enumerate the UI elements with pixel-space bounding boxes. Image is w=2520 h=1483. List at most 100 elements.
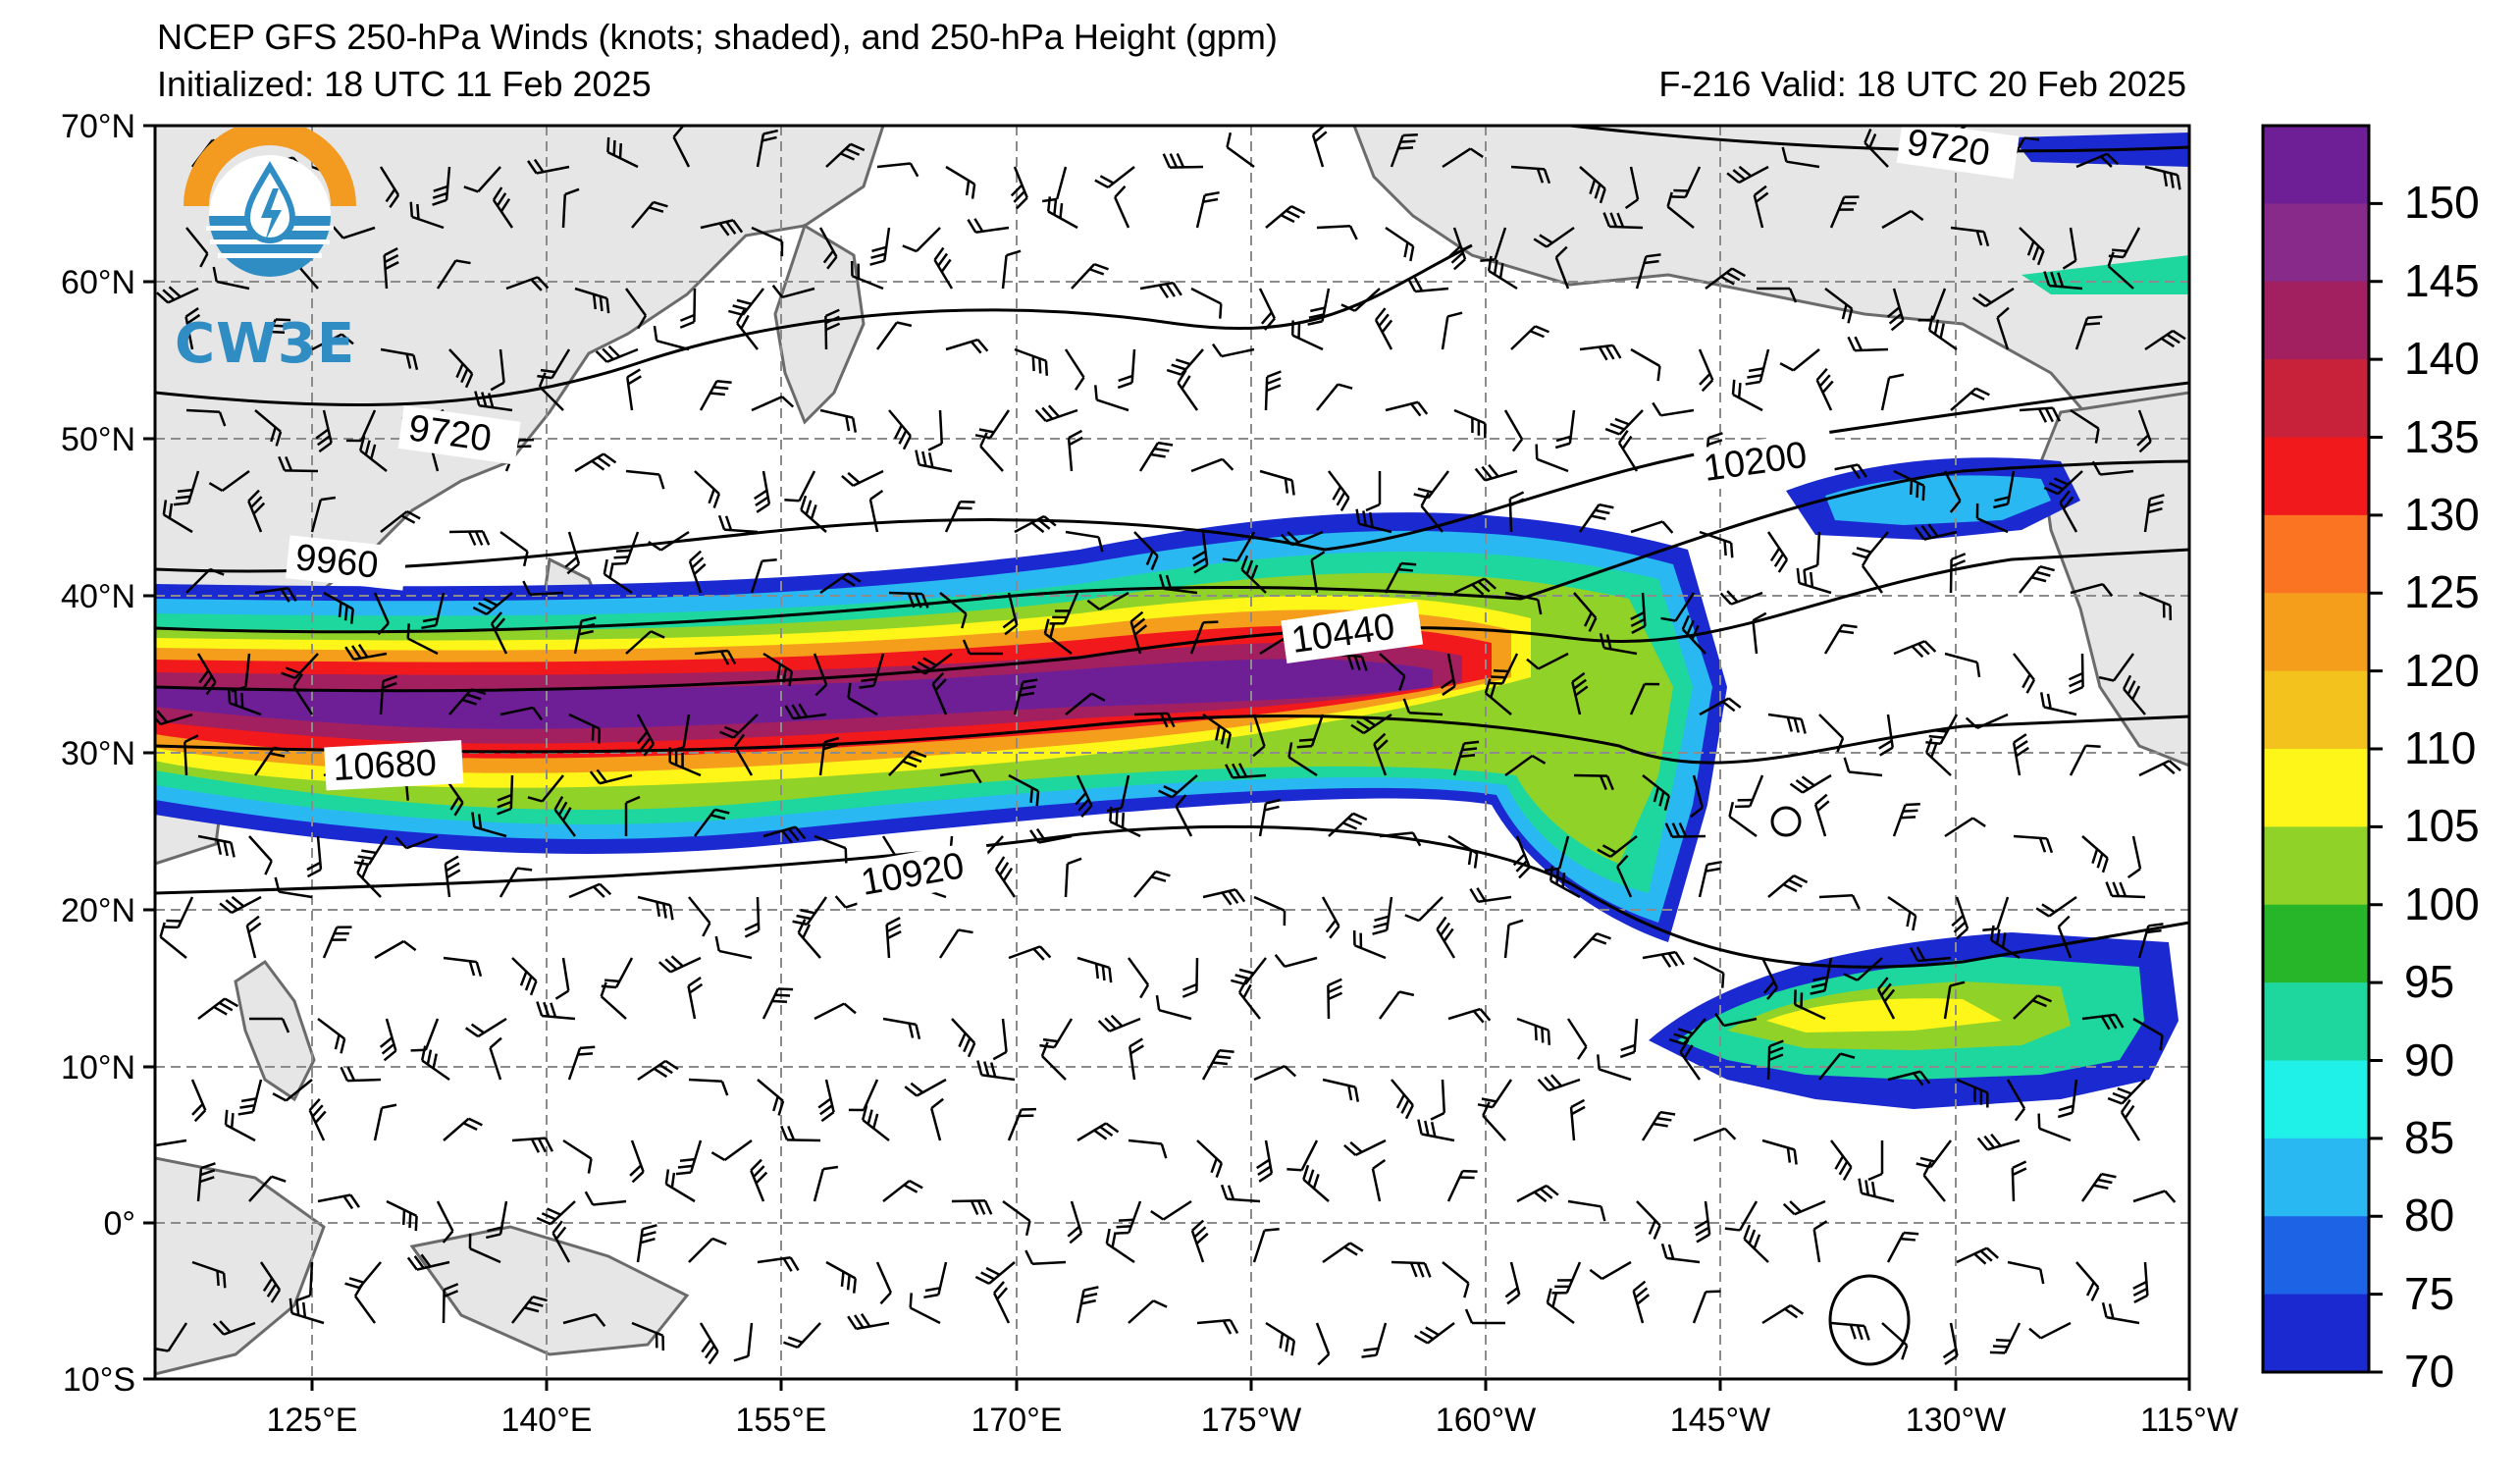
- wind-barb: [757, 1256, 800, 1272]
- wind-barb: [1767, 874, 1809, 898]
- wind-barb: [1504, 1261, 1521, 1305]
- wind-barb: [733, 733, 754, 776]
- wind-barb: [2143, 494, 2165, 533]
- wind-barb: [992, 1281, 1011, 1324]
- wind-barb: [1047, 196, 1078, 230]
- wind-barb: [253, 746, 289, 776]
- wind-barb: [1155, 994, 1192, 1021]
- wind-barb: [1713, 1012, 1758, 1028]
- wind-barb: [527, 158, 570, 175]
- wind-barb: [2132, 1261, 2149, 1303]
- wind-barb: [912, 653, 953, 675]
- wind-barb: [212, 1320, 256, 1336]
- wind-barb: [1371, 1158, 1387, 1202]
- wind-barb: [499, 867, 533, 898]
- wind-barb: [1114, 1200, 1142, 1236]
- wind-barb: [1824, 288, 1854, 324]
- wind-barb: [1440, 653, 1456, 696]
- wind-barb: [1307, 288, 1331, 326]
- wind-barb: [1823, 623, 1858, 655]
- wind-barb: [1569, 1098, 1586, 1141]
- wind-barb: [784, 703, 827, 720]
- wind-barb: [976, 1060, 1016, 1082]
- wind-barb: [629, 1139, 645, 1184]
- height-contours: [155, 126, 2189, 1366]
- latitude-axis: 70°N 60°N 50°N 40°N 30°N 20°N 10°N 0° 10…: [61, 108, 155, 1399]
- wind-barb: [1516, 1017, 1551, 1045]
- wind-barb: [1818, 714, 1845, 753]
- wind-barb: [1760, 957, 1779, 1000]
- wind-barb: [967, 218, 1010, 234]
- wind-barb: [1503, 409, 1524, 452]
- wind-barb: [2070, 408, 2100, 444]
- wind-barb: [814, 1002, 857, 1021]
- colorbar-tick-label: 90: [2404, 1033, 2455, 1086]
- wind-barb: [1652, 401, 1695, 417]
- wind-barb: [2144, 165, 2181, 190]
- wind-barb: [379, 1018, 397, 1062]
- wind-barb: [1887, 895, 1917, 931]
- wind-barb: [859, 653, 885, 689]
- wind-barb: [825, 142, 866, 168]
- wind-barb: [714, 935, 753, 960]
- wind-barb: [931, 671, 948, 715]
- wind-barb: [1190, 287, 1223, 319]
- wind-barb: [1864, 129, 1889, 168]
- wind-barb: [208, 469, 250, 493]
- wind-barb: [358, 436, 388, 472]
- wind-barb: [1893, 469, 1925, 502]
- lat-label-20n: 20°N: [61, 892, 135, 929]
- wind-barb: [1766, 531, 1789, 573]
- wind-barb: [379, 166, 400, 209]
- wind-barb: [710, 1139, 753, 1162]
- wind-barb: [1420, 492, 1444, 533]
- wind-barb: [522, 580, 564, 597]
- wind-barb: [323, 591, 354, 624]
- wind-barb: [938, 928, 973, 959]
- wind-barb: [317, 1193, 360, 1210]
- wind-barb: [1480, 227, 1507, 262]
- wind-barb: [1881, 209, 1924, 230]
- wind-barb: [1551, 1261, 1582, 1295]
- wind-barb: [212, 266, 250, 291]
- wind-barb: [1361, 1322, 1388, 1358]
- wind-barb: [1252, 714, 1266, 758]
- wind-barb: [173, 470, 200, 506]
- wind-barb: [2057, 1079, 2078, 1119]
- wind-barb: [624, 795, 641, 836]
- wind-barb: [625, 630, 665, 655]
- wind-barb: [850, 261, 884, 291]
- wind-barb: [2037, 1113, 2072, 1142]
- wind-barb: [1482, 1101, 1506, 1141]
- wind-barb: [1448, 227, 1467, 271]
- wind-barb: [929, 1097, 944, 1141]
- wind-barb: [1158, 573, 1198, 595]
- contour-10440: [155, 548, 2189, 693]
- wind-barb: [1660, 592, 1696, 622]
- wind-barb: [1352, 930, 1387, 960]
- land-masses: [155, 126, 2189, 1376]
- wind-barb: [882, 1179, 923, 1202]
- wind-barb: [471, 812, 507, 838]
- wind-barb: [2013, 994, 2052, 1020]
- wind-barb: [1464, 1308, 1505, 1325]
- wind-barb: [1566, 1018, 1588, 1060]
- wind-barb: [289, 1298, 325, 1325]
- wind-barb: [497, 774, 514, 816]
- wind-barb: [247, 489, 266, 533]
- wind-barb: [1887, 1070, 1931, 1086]
- wind-barb: [1950, 387, 1990, 411]
- wind-barb: [1316, 224, 1358, 240]
- wind-barb: [1310, 551, 1326, 594]
- wind-barb: [818, 736, 840, 776]
- wind-barb: [383, 247, 399, 290]
- wind-barb: [1469, 887, 1512, 903]
- wind-barb: [1909, 946, 1952, 963]
- wind-barb: [2043, 271, 2083, 291]
- wind-barb: [2019, 564, 2055, 594]
- colorbar-tick-label: 100: [2404, 877, 2480, 929]
- wind-barb: [2069, 744, 2101, 776]
- wind-barb: [1406, 277, 1449, 293]
- wind-barb: [1782, 1199, 1826, 1216]
- colorbar-tick-label: 95: [2404, 956, 2455, 1008]
